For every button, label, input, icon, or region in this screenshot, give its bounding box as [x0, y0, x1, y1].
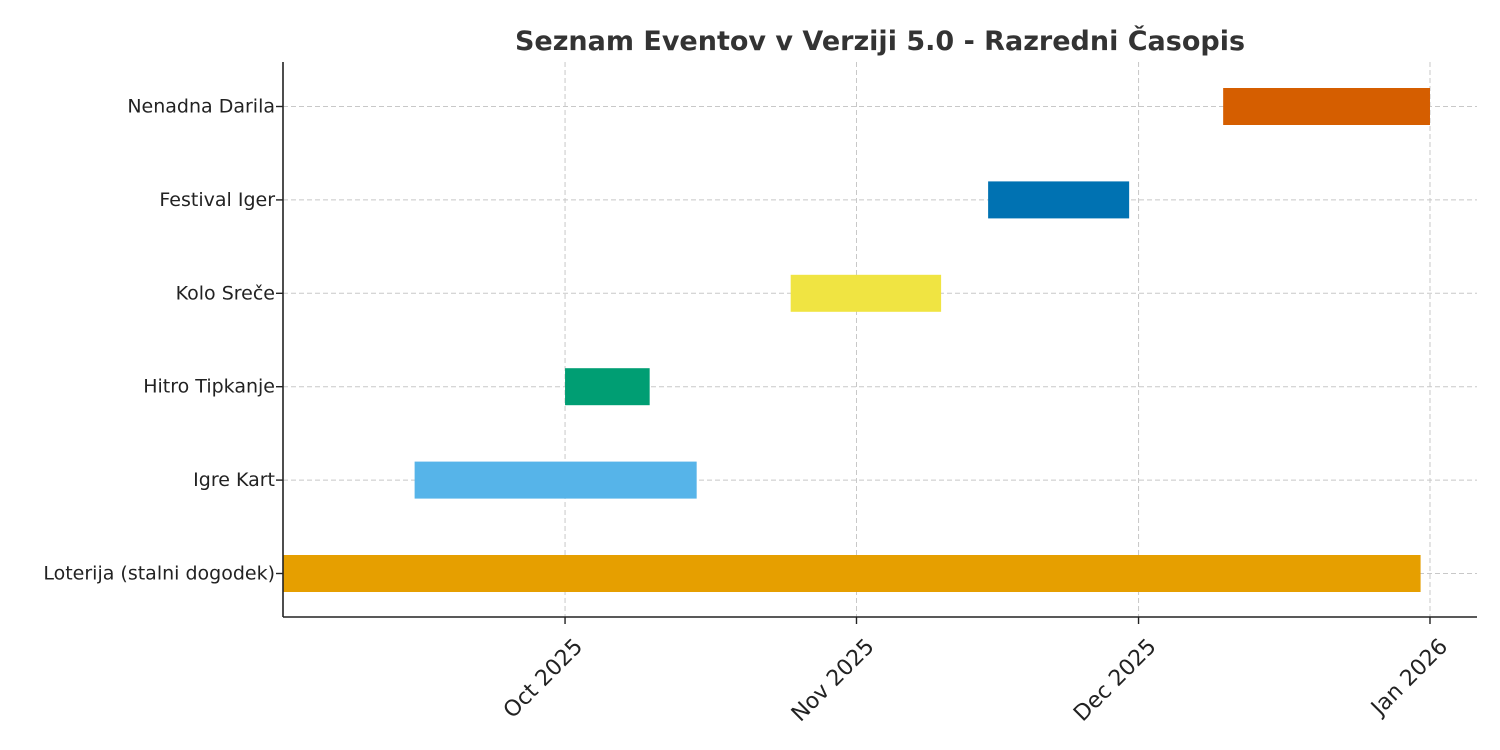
- category-label: Kolo Sreče: [176, 282, 275, 304]
- task-bar: [988, 181, 1130, 219]
- category-label: Igre Kart: [193, 469, 275, 491]
- task-bar: [283, 555, 1421, 592]
- task-bar: [414, 461, 697, 499]
- task-bar: [790, 274, 942, 312]
- task-bar: [1223, 88, 1430, 125]
- x-tick-label: Oct 2025: [499, 634, 588, 723]
- category-label: Hitro Tipkanje: [143, 376, 275, 398]
- task-bar: [565, 368, 650, 406]
- x-tick-label: Dec 2025: [1069, 634, 1161, 726]
- category-label: Loterija (stalni dogodek): [43, 563, 275, 585]
- category-label: Festival Iger: [159, 189, 275, 211]
- task-bars: [283, 88, 1430, 592]
- vertical-grid-lines: [564, 62, 1431, 617]
- x-tick-label: Nov 2025: [787, 634, 880, 727]
- chart-title: Seznam Eventov v Verziji 5.0 - Razredni …: [515, 25, 1245, 57]
- x-axis-ticks: Oct 2025 Nov 2025 Dec 2025 Jan 2026: [499, 617, 1453, 727]
- y-axis-ticks: Loterija (stalni dogodek) Igre Kart Hitro …: [43, 96, 283, 585]
- x-tick-label: Jan 2026: [1365, 634, 1453, 722]
- horizontal-grid-lines: [283, 106, 1477, 574]
- category-label: Nenadna Darila: [127, 96, 275, 118]
